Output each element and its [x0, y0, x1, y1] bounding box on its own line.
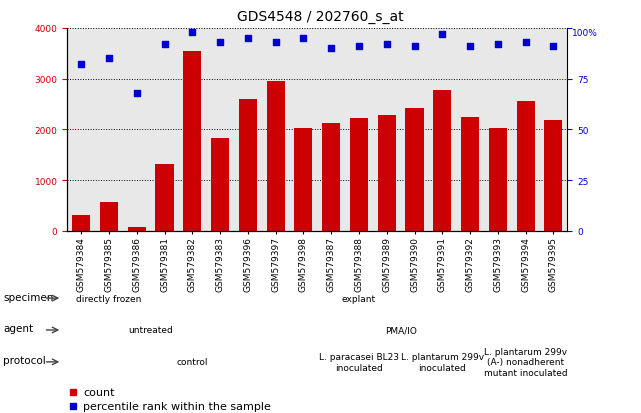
Point	[215, 40, 225, 46]
Bar	[322, 123, 340, 231]
Bar	[267, 81, 285, 231]
Bar	[183, 52, 201, 231]
Bar	[544, 121, 562, 231]
Point	[437, 32, 447, 38]
Text: 100%: 100%	[572, 29, 598, 38]
Point	[326, 46, 337, 52]
Text: GDS4548 / 202760_s_at: GDS4548 / 202760_s_at	[237, 10, 404, 24]
Bar	[156, 165, 174, 231]
Bar	[72, 215, 90, 231]
Point	[465, 44, 475, 50]
Point	[298, 36, 308, 42]
Point	[520, 40, 531, 46]
Bar	[433, 90, 451, 231]
Text: agent: agent	[3, 324, 33, 334]
Text: explant: explant	[342, 294, 376, 303]
Bar	[128, 227, 146, 231]
Point	[548, 44, 558, 50]
Bar	[517, 102, 535, 231]
Text: L. paracasei BL23
inoculated: L. paracasei BL23 inoculated	[319, 352, 399, 372]
Text: specimen: specimen	[3, 292, 54, 302]
Bar	[378, 115, 395, 231]
Bar	[350, 119, 368, 231]
Bar	[406, 108, 424, 231]
Point	[354, 44, 364, 50]
Point	[493, 42, 503, 48]
Bar	[100, 202, 118, 231]
Point	[104, 56, 114, 62]
Text: L. plantarum 299v
inoculated: L. plantarum 299v inoculated	[401, 352, 484, 372]
Point	[410, 44, 420, 50]
Point	[160, 42, 170, 48]
Bar	[239, 100, 257, 231]
Point	[76, 62, 87, 69]
Text: control: control	[176, 358, 208, 366]
Point	[243, 36, 253, 42]
Point	[381, 42, 392, 48]
Point	[187, 30, 197, 36]
Bar	[489, 128, 507, 231]
Bar	[211, 138, 229, 231]
Bar	[461, 118, 479, 231]
Text: percentile rank within the sample: percentile rank within the sample	[83, 401, 271, 411]
Text: directly frozen: directly frozen	[76, 294, 142, 303]
Text: PMA/IO: PMA/IO	[385, 326, 417, 335]
Bar	[294, 129, 312, 231]
Text: untreated: untreated	[128, 326, 173, 335]
Text: count: count	[83, 387, 115, 397]
Text: protocol: protocol	[3, 356, 46, 366]
Point	[131, 90, 142, 97]
Text: L. plantarum 299v
(A-) nonadherent
mutant inoculated: L. plantarum 299v (A-) nonadherent mutan…	[484, 347, 567, 377]
Point	[271, 40, 281, 46]
